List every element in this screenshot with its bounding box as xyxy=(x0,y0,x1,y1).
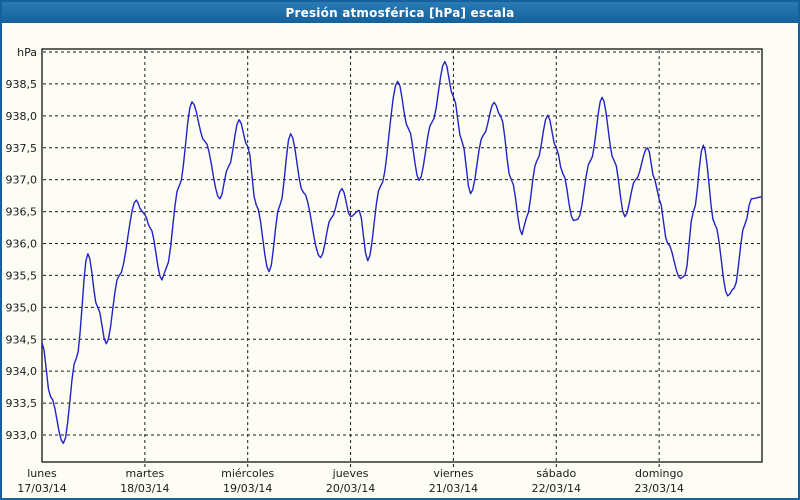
y-tick-label: 937,5 xyxy=(6,142,38,155)
y-tick-label: 936,5 xyxy=(6,206,38,219)
day-name-label: martes xyxy=(125,467,164,480)
chart-title: Presión atmosférica [hPa] escala xyxy=(285,5,515,20)
day-date-label: 23/03/14 xyxy=(634,482,683,495)
y-gridlines: hPa 938,5 938,0 937,5 937,0 936,5 936,0 935,5 93… xyxy=(6,46,761,442)
day-name-label: jueves xyxy=(332,467,369,480)
y-tick-label: 934,5 xyxy=(6,333,38,346)
day-name-label: sábado xyxy=(536,467,576,480)
day-date-label: 19/03/14 xyxy=(223,482,272,495)
y-tick-label: 935,5 xyxy=(6,269,38,282)
day-date-label: 17/03/14 xyxy=(17,482,66,495)
day-date-label: 18/03/14 xyxy=(120,482,169,495)
x-axis-labels: lunes 17/03/14 martes 18/03/14 miércoles 19/0… xyxy=(17,467,684,495)
y-tick-label: 933,5 xyxy=(6,397,38,410)
y-tick-label: 938,5 xyxy=(6,78,38,91)
chart-area: hPa 938,5 938,0 937,5 937,0 936,5 936,0 935,5 93… xyxy=(2,23,798,498)
pressure-line-series xyxy=(41,60,763,444)
day-date-label: 21/03/14 xyxy=(429,482,478,495)
plot-border xyxy=(41,48,763,463)
y-tick-label: 938,0 xyxy=(6,110,38,123)
day-date-label: 22/03/14 xyxy=(532,482,581,495)
y-tick-label: 936,0 xyxy=(6,238,38,251)
day-name-label: miércoles xyxy=(221,467,274,480)
y-tick-label: 937,0 xyxy=(6,174,38,187)
y-tick-label: hPa xyxy=(17,46,37,59)
y-tick-label: 934,0 xyxy=(6,365,38,378)
day-name-label: domingo xyxy=(635,467,683,480)
title-bar: Presión atmosférica [hPa] escala xyxy=(2,2,798,23)
day-name-label: lunes xyxy=(27,467,57,480)
y-tick-label: 933,0 xyxy=(6,429,38,442)
y-tick-label: 935,0 xyxy=(6,301,38,314)
x-gridlines xyxy=(144,50,660,468)
day-date-label: 20/03/14 xyxy=(326,482,375,495)
day-name-label: viernes xyxy=(433,467,473,480)
pressure-chart-svg: hPa 938,5 938,0 937,5 937,0 936,5 936,0 935,5 93… xyxy=(6,46,763,495)
